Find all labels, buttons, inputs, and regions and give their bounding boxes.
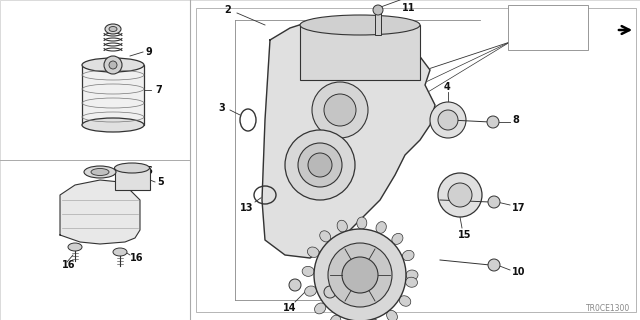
- Polygon shape: [60, 180, 140, 244]
- Text: 6: 6: [145, 166, 152, 176]
- Text: FR.: FR.: [595, 21, 614, 31]
- Text: 3: 3: [218, 103, 225, 113]
- Ellipse shape: [115, 163, 150, 173]
- Text: 14: 14: [283, 303, 296, 313]
- Circle shape: [312, 82, 368, 138]
- Text: 2: 2: [224, 5, 231, 15]
- Text: 11: 11: [402, 3, 415, 13]
- Circle shape: [373, 5, 383, 15]
- Text: 9: 9: [145, 47, 152, 57]
- Bar: [375, 13, 381, 35]
- Circle shape: [488, 196, 500, 208]
- Ellipse shape: [403, 250, 414, 261]
- Circle shape: [448, 183, 472, 207]
- Circle shape: [324, 94, 356, 126]
- Ellipse shape: [406, 277, 417, 287]
- Ellipse shape: [307, 247, 319, 257]
- Text: 7: 7: [155, 85, 162, 95]
- Circle shape: [308, 153, 332, 177]
- Ellipse shape: [399, 296, 411, 306]
- Text: 17: 17: [512, 203, 525, 213]
- Circle shape: [314, 229, 406, 320]
- Ellipse shape: [357, 217, 367, 229]
- Text: 12: 12: [348, 312, 362, 320]
- Ellipse shape: [406, 270, 418, 280]
- Bar: [300, 25, 420, 80]
- Text: B-47-3: B-47-3: [513, 36, 552, 46]
- Circle shape: [488, 259, 500, 271]
- Circle shape: [104, 56, 122, 74]
- Ellipse shape: [376, 222, 387, 233]
- Text: 5: 5: [157, 177, 164, 187]
- Text: 4: 4: [444, 82, 451, 92]
- Polygon shape: [262, 18, 435, 258]
- Ellipse shape: [369, 319, 380, 320]
- Ellipse shape: [109, 27, 117, 31]
- Text: 8: 8: [512, 115, 519, 125]
- Ellipse shape: [337, 220, 348, 232]
- Text: 15: 15: [458, 230, 472, 240]
- Circle shape: [109, 61, 117, 69]
- Ellipse shape: [302, 266, 314, 276]
- Text: 16: 16: [62, 260, 76, 270]
- Circle shape: [298, 143, 342, 187]
- Bar: [196, 8, 636, 312]
- Bar: [82, 65, 144, 125]
- Ellipse shape: [113, 248, 127, 256]
- Ellipse shape: [314, 303, 326, 314]
- Circle shape: [438, 173, 482, 217]
- Circle shape: [430, 102, 466, 138]
- Text: 13: 13: [240, 203, 253, 213]
- Circle shape: [324, 286, 336, 298]
- Text: TR0CE1300: TR0CE1300: [586, 304, 630, 313]
- Ellipse shape: [320, 231, 331, 242]
- Circle shape: [487, 116, 499, 128]
- Ellipse shape: [392, 233, 403, 244]
- Ellipse shape: [82, 58, 144, 72]
- Circle shape: [342, 257, 378, 293]
- Text: B-47-2: B-47-2: [513, 23, 552, 33]
- Ellipse shape: [68, 243, 82, 251]
- Circle shape: [289, 279, 301, 291]
- Text: 16: 16: [130, 253, 143, 263]
- Circle shape: [438, 110, 458, 130]
- Ellipse shape: [84, 166, 116, 178]
- Circle shape: [328, 243, 392, 307]
- Ellipse shape: [105, 24, 121, 34]
- Text: B-47: B-47: [513, 10, 540, 20]
- Ellipse shape: [91, 169, 109, 175]
- Bar: [508, 5, 588, 50]
- Ellipse shape: [305, 286, 316, 296]
- Bar: [596, 16, 634, 46]
- Text: 10: 10: [512, 267, 525, 277]
- Circle shape: [285, 130, 355, 200]
- Bar: [115, 168, 150, 190]
- Ellipse shape: [300, 15, 420, 35]
- Ellipse shape: [82, 118, 144, 132]
- Ellipse shape: [387, 310, 397, 320]
- Ellipse shape: [330, 315, 341, 320]
